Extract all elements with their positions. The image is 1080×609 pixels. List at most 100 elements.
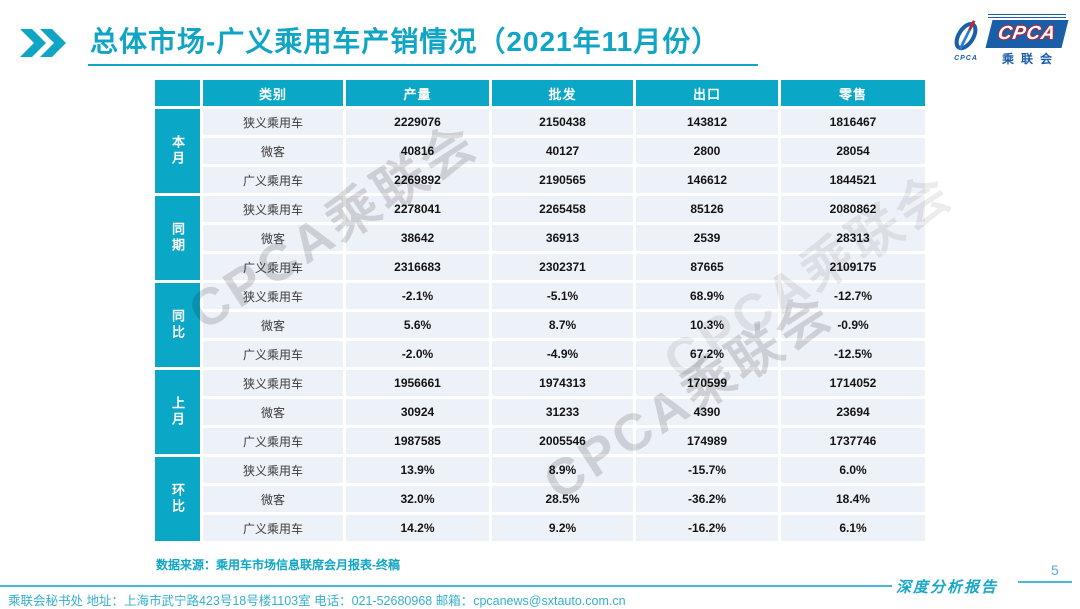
value-cell: 40127 xyxy=(492,138,633,164)
value-cell: 28313 xyxy=(781,225,925,251)
category-cell: 微客 xyxy=(203,138,343,164)
value-cell: 8.9% xyxy=(492,457,633,483)
value-cell: 18.4% xyxy=(781,486,925,512)
footer-divider-right xyxy=(1018,581,1072,583)
value-cell: 10.3% xyxy=(636,312,778,338)
value-cell: 1737746 xyxy=(781,428,925,454)
value-cell: 14.2% xyxy=(346,515,489,541)
value-cell: 2278041 xyxy=(346,196,489,222)
category-cell: 微客 xyxy=(203,225,343,251)
value-cell: 2005546 xyxy=(492,428,633,454)
value-cell: 170599 xyxy=(636,370,778,396)
column-header: 零售 xyxy=(781,80,925,106)
value-cell: -16.2% xyxy=(636,515,778,541)
value-cell: 1714052 xyxy=(781,370,925,396)
value-cell: 2316683 xyxy=(346,254,489,280)
value-cell: -12.5% xyxy=(781,341,925,367)
double-chevron-icon xyxy=(20,29,66,57)
logo-stripes xyxy=(988,14,1066,19)
value-cell: 2539 xyxy=(636,225,778,251)
footer-divider xyxy=(0,585,892,587)
value-cell: -12.7% xyxy=(781,283,925,309)
category-cell: 广义乘用车 xyxy=(203,167,343,193)
row-group-label: 同比 xyxy=(155,283,200,367)
value-cell: 2080862 xyxy=(781,196,925,222)
value-cell: 8.7% xyxy=(492,312,633,338)
category-cell: 狭义乘用车 xyxy=(203,109,343,135)
value-cell: 2229076 xyxy=(346,109,489,135)
column-header-category: 类别 xyxy=(203,80,343,106)
value-cell: 2269892 xyxy=(346,167,489,193)
value-cell: 2302371 xyxy=(492,254,633,280)
row-group-label: 本月 xyxy=(155,109,200,193)
value-cell: 2150438 xyxy=(492,109,633,135)
value-cell: 2109175 xyxy=(781,254,925,280)
value-cell: 85126 xyxy=(636,196,778,222)
category-cell: 狭义乘用车 xyxy=(203,457,343,483)
logo-subtext: 乘联会 xyxy=(1001,52,1059,66)
value-cell: 9.2% xyxy=(492,515,633,541)
value-cell: -36.2% xyxy=(636,486,778,512)
row-group-label: 上月 xyxy=(155,370,200,454)
value-cell: 174989 xyxy=(636,428,778,454)
value-cell: -15.7% xyxy=(636,457,778,483)
table-grid: 类别 产量 批发 出口 零售 本月 狭义乘用车 2229076 2150438 143812 181… xyxy=(155,80,925,541)
category-cell: 广义乘用车 xyxy=(203,341,343,367)
value-cell: 1956661 xyxy=(346,370,489,396)
category-cell: 狭义乘用车 xyxy=(203,370,343,396)
value-cell: -2.0% xyxy=(346,341,489,367)
logo-swoosh-icon: CPCA xyxy=(948,19,984,62)
row-group-label: 环比 xyxy=(155,457,200,541)
value-cell: 6.0% xyxy=(781,457,925,483)
value-cell: 23694 xyxy=(781,399,925,425)
cpca-logo: CPCA CPCA 乘联会 xyxy=(948,14,1069,67)
value-cell: 143812 xyxy=(636,109,778,135)
value-cell: 1816467 xyxy=(781,109,925,135)
report-label: 深度分析报告 xyxy=(896,580,999,596)
category-cell: 微客 xyxy=(203,486,343,512)
category-cell: 广义乘用车 xyxy=(203,254,343,280)
value-cell: -4.9% xyxy=(492,341,633,367)
value-cell: 1987585 xyxy=(346,428,489,454)
value-cell: -5.1% xyxy=(492,283,633,309)
logo-plate: CPCA xyxy=(985,20,1069,48)
data-table: 类别 产量 批发 出口 零售 本月 狭义乘用车 2229076 2150438 143812 181… xyxy=(155,80,925,541)
value-cell: 40816 xyxy=(346,138,489,164)
value-cell: 5.6% xyxy=(346,312,489,338)
column-header: 批发 xyxy=(492,80,633,106)
value-cell: 146612 xyxy=(636,167,778,193)
value-cell: 1844521 xyxy=(781,167,925,193)
value-cell: 30924 xyxy=(346,399,489,425)
logo-small-text: CPCA xyxy=(954,55,978,62)
value-cell: 2190565 xyxy=(492,167,633,193)
value-cell: 31233 xyxy=(492,399,633,425)
value-cell: 28.5% xyxy=(492,486,633,512)
page-number: 5 xyxy=(1051,562,1059,578)
category-cell: 微客 xyxy=(203,399,343,425)
category-cell: 广义乘用车 xyxy=(203,515,343,541)
category-cell: 广义乘用车 xyxy=(203,428,343,454)
source-note: 数据来源：乘用车市场信息联席会月报表-终稿 xyxy=(156,558,400,572)
logo-name: CPCA xyxy=(996,23,1058,44)
value-cell: 2800 xyxy=(636,138,778,164)
column-header: 产量 xyxy=(346,80,489,106)
value-cell: 67.2% xyxy=(636,341,778,367)
value-cell: 13.9% xyxy=(346,457,489,483)
value-cell: 38642 xyxy=(346,225,489,251)
slide-header: 总体市场-广义乘用车产销情况（2021年11月份） xyxy=(20,20,759,66)
value-cell: 36913 xyxy=(492,225,633,251)
value-cell: 68.9% xyxy=(636,283,778,309)
logo-wordmark: CPCA 乘联会 xyxy=(985,14,1069,67)
value-cell: 28054 xyxy=(781,138,925,164)
page-title: 总体市场-广义乘用车产销情况（2021年11月份） xyxy=(88,20,759,66)
table-corner-cell xyxy=(155,80,200,106)
column-header: 出口 xyxy=(636,80,778,106)
value-cell: 87665 xyxy=(636,254,778,280)
category-cell: 狭义乘用车 xyxy=(203,283,343,309)
category-cell: 狭义乘用车 xyxy=(203,196,343,222)
footer-contact: 乘联会秘书处 地址：上海市武宁路423号18号楼1103室 电话：021-526… xyxy=(8,594,626,608)
row-group-label: 同期 xyxy=(155,196,200,280)
value-cell: -2.1% xyxy=(346,283,489,309)
value-cell: 6.1% xyxy=(781,515,925,541)
value-cell: 4390 xyxy=(636,399,778,425)
